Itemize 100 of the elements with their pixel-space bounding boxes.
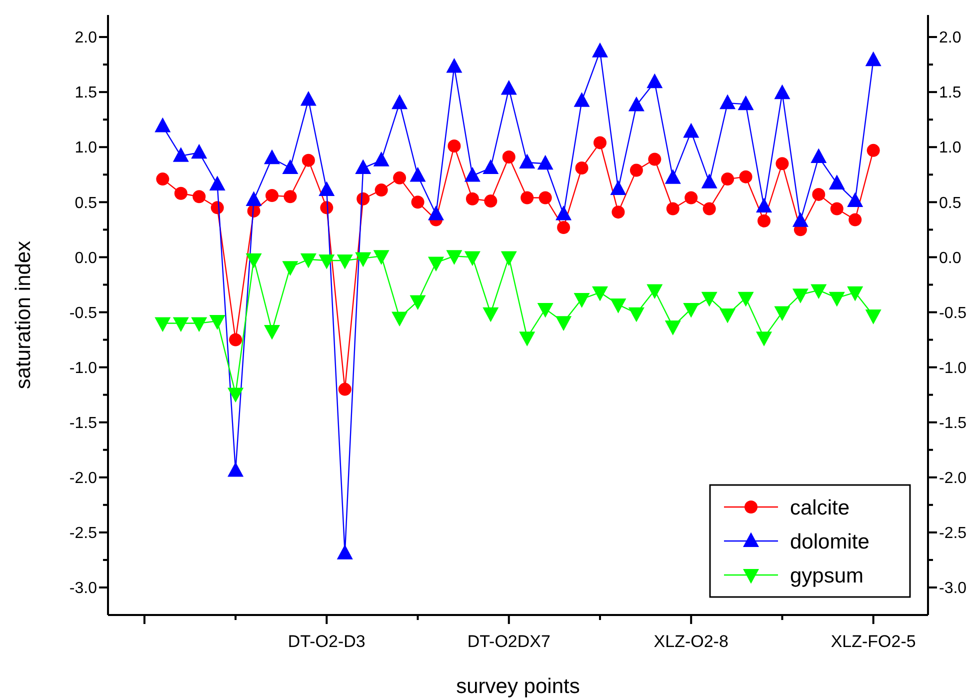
point	[630, 164, 643, 177]
point	[500, 251, 517, 266]
y-tick-label: -1.0	[69, 360, 98, 377]
point	[300, 90, 316, 106]
point	[228, 388, 244, 403]
point	[592, 42, 608, 58]
point	[666, 202, 680, 216]
point	[446, 250, 462, 265]
point	[537, 302, 554, 318]
point	[191, 317, 208, 332]
point	[209, 176, 226, 191]
y2-tick-label: -2.0	[939, 470, 967, 487]
point	[482, 307, 499, 322]
point	[318, 181, 335, 196]
point	[792, 288, 808, 304]
y-tick-label: -1.5	[69, 414, 98, 432]
point	[282, 261, 298, 276]
point	[537, 154, 554, 170]
y-tick-label: 0.0	[74, 250, 98, 267]
point	[520, 191, 534, 204]
point	[484, 194, 498, 208]
y-tick-label: -2.5	[69, 525, 98, 542]
point	[628, 307, 644, 322]
point	[648, 152, 662, 166]
point	[612, 206, 625, 219]
point	[720, 308, 736, 324]
y-tick-label: 2.0	[74, 30, 98, 47]
point	[302, 154, 315, 167]
y2-tick-label: 1.5	[939, 84, 962, 102]
x-tick-label: XLZ-FO2-5	[830, 632, 916, 651]
point	[355, 159, 372, 174]
point	[738, 95, 754, 110]
point	[172, 317, 189, 332]
point	[538, 191, 552, 204]
point	[594, 136, 606, 150]
point	[776, 157, 789, 170]
point	[683, 302, 700, 318]
point	[774, 306, 790, 322]
point	[664, 320, 681, 336]
point	[410, 166, 426, 182]
y2-tick-label: -2.5	[939, 525, 967, 542]
point	[482, 159, 499, 174]
point	[721, 172, 734, 186]
point	[758, 214, 770, 228]
y2-tick-label: 1.0	[939, 140, 962, 157]
point	[154, 317, 171, 332]
x-tick-label: DT-O2-D3	[288, 632, 366, 651]
point	[500, 80, 517, 95]
point	[466, 192, 479, 206]
point	[519, 332, 536, 346]
y2-tick-label: 2.0	[939, 30, 962, 47]
point	[374, 184, 388, 197]
point	[866, 144, 880, 157]
point	[720, 94, 736, 110]
point	[556, 316, 572, 331]
point	[574, 92, 590, 107]
point	[209, 315, 226, 330]
point	[701, 292, 718, 307]
point	[192, 190, 206, 204]
point	[174, 186, 188, 200]
point	[264, 324, 280, 340]
point	[848, 213, 862, 226]
point	[812, 188, 826, 201]
y2-tick-label: -3.0	[939, 580, 967, 598]
point	[392, 94, 408, 110]
point	[502, 150, 516, 164]
point	[702, 202, 716, 216]
point	[739, 170, 752, 184]
point	[610, 298, 626, 314]
point	[810, 284, 827, 300]
y2-tick-label: -1.0	[939, 360, 967, 377]
y-tick-label: 1.5	[74, 84, 98, 102]
point	[610, 180, 626, 195]
point	[410, 295, 426, 310]
point	[684, 191, 698, 204]
point	[774, 84, 790, 100]
y2-tick-label: 0.5	[939, 194, 962, 212]
point	[284, 190, 297, 204]
point	[464, 166, 480, 182]
y-tick-label: -3.0	[69, 580, 98, 598]
y-tick-label: -2.0	[69, 470, 98, 487]
point	[810, 148, 827, 164]
point	[738, 292, 754, 307]
point	[428, 256, 444, 272]
point	[392, 312, 408, 327]
point	[664, 169, 681, 184]
point	[756, 198, 772, 213]
point	[373, 250, 390, 265]
point	[575, 162, 588, 175]
point	[756, 332, 772, 346]
point	[448, 140, 461, 153]
point	[154, 117, 171, 132]
point	[830, 202, 844, 216]
point	[646, 73, 663, 88]
y2-tick-label: -0.5	[939, 304, 967, 322]
point	[847, 286, 864, 302]
point	[318, 254, 335, 270]
legend-label: gypsum	[790, 564, 864, 588]
y-tick-label: -0.5	[69, 304, 98, 322]
y-axis-title: saturation index	[12, 240, 35, 390]
